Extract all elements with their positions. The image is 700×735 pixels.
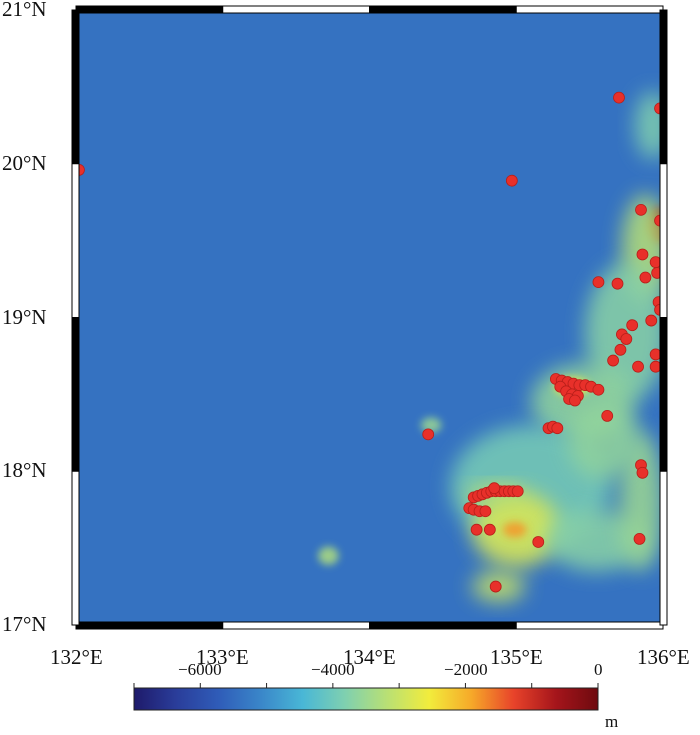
sample-point: [511, 485, 524, 498]
latitude-label: 18°N: [2, 458, 47, 482]
sample-point: [632, 360, 644, 373]
sample-point: [479, 505, 492, 518]
colorbar-unit: m: [605, 712, 619, 731]
colorbar-label: −4000: [311, 660, 355, 679]
frame-segment-right: [659, 163, 668, 318]
frame-segment-left: [71, 470, 80, 626]
sample-point: [470, 523, 483, 536]
sample-point: [639, 271, 652, 284]
sample-point: [613, 91, 625, 104]
sample-point: [483, 523, 496, 536]
sample-point: [645, 314, 658, 327]
sample-point: [422, 428, 435, 441]
longitude-label: 135°E: [490, 645, 543, 669]
sample-point: [569, 394, 581, 407]
frame-segment-bottom: [75, 621, 224, 630]
frame-segment-top: [222, 5, 370, 14]
sample-point: [601, 409, 614, 422]
frame-segment-top: [515, 5, 664, 14]
sample-point: [636, 248, 649, 261]
latitude-label: 20°N: [2, 151, 47, 175]
sample-point: [505, 174, 518, 187]
latitude-label: 19°N: [2, 305, 47, 329]
frame-segment-left: [71, 9, 80, 165]
sample-point: [626, 319, 639, 332]
map-frame: [71, 5, 668, 630]
colorbar-label: −2000: [444, 660, 488, 679]
frame-segment-bottom: [515, 621, 664, 630]
sample-point: [551, 422, 564, 435]
frame-segment-right: [659, 317, 668, 472]
shallow-feature: [567, 402, 641, 479]
shallow-feature: [503, 521, 527, 538]
colorbar-label: −6000: [178, 660, 222, 679]
longitude-label: 136°E: [637, 645, 690, 669]
colorbar-ticks: [133, 683, 599, 688]
sample-point: [635, 203, 647, 216]
latitude-label: 17°N: [2, 612, 47, 636]
sample-point: [611, 277, 624, 290]
sample-point: [636, 466, 649, 479]
shallow-feature: [318, 546, 339, 566]
sample-points-layer: [76, 91, 663, 593]
sample-point: [489, 580, 502, 593]
longitude-label: 132°E: [50, 645, 103, 669]
sample-point: [488, 482, 501, 495]
colorbar: [133, 687, 599, 711]
frame-segment-right: [659, 9, 668, 165]
sample-point: [620, 333, 633, 345]
sample-point: [633, 533, 646, 545]
colorbar-label: 0: [594, 660, 603, 679]
latitude-label: 21°N: [2, 0, 47, 21]
frame-segment-top: [369, 5, 517, 14]
longitude-label: 134°E: [343, 645, 396, 669]
sample-point: [592, 383, 605, 396]
sample-point: [592, 276, 605, 289]
frame-segment-bottom: [369, 621, 517, 630]
sample-point: [532, 536, 545, 548]
frame-segment-bottom: [222, 621, 370, 630]
frame-segment-top: [75, 5, 224, 14]
frame-segment-left: [71, 163, 80, 318]
frame-segment-right: [659, 470, 668, 626]
sample-point: [614, 343, 627, 356]
longitude-label: 133°E: [196, 645, 249, 669]
frame-segment-left: [71, 317, 80, 472]
sample-point: [607, 354, 620, 367]
